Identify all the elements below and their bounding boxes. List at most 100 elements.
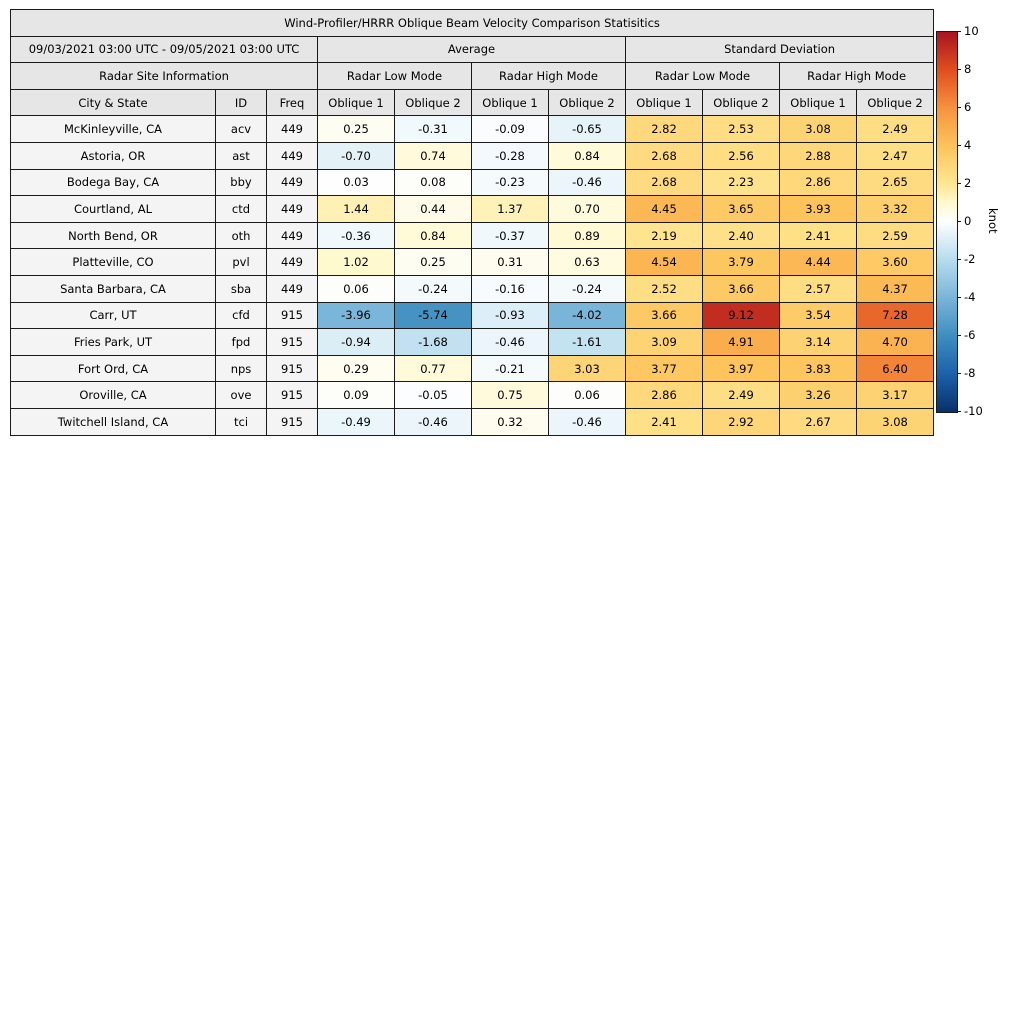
site-id-cell: ast	[215, 141, 267, 170]
value-cell: 3.26	[779, 381, 857, 409]
value-cell: 2.52	[625, 274, 703, 303]
value-cell: 3.54	[779, 301, 857, 330]
value-cell: -1.61	[548, 328, 626, 356]
colorbar-tickmark	[957, 30, 961, 32]
colorbar-tick-label: -6	[964, 328, 976, 342]
freq-cell: 915	[266, 301, 318, 330]
table-row: Bodega Bay, CA bby 449 0.03 0.08 -0.23 -0.46 2.…	[10, 168, 935, 197]
value-cell: 2.23	[702, 168, 780, 197]
colorbar-tick-label: 0	[964, 214, 972, 228]
value-cell: 0.09	[317, 381, 395, 409]
colorbar-tickmark	[957, 410, 961, 412]
table-row: McKinleyville, CA acv 449 0.25 -0.31 -0.09 -0.…	[10, 115, 935, 143]
value-cell: 2.82	[625, 115, 703, 143]
site-id-cell: bby	[215, 168, 267, 197]
colorbar-gradient	[936, 31, 958, 413]
std-high-mode-header: Radar High Mode	[778, 62, 935, 90]
value-cell: -0.70	[317, 141, 395, 170]
site-id-cell: fpd	[215, 328, 267, 356]
value-cell: -4.02	[548, 301, 626, 330]
value-cell: 6.40	[855, 354, 935, 383]
value-cell: 4.91	[702, 328, 780, 356]
table-row: Fries Park, UT fpd 915 -0.94 -1.68 -0.46 -1.61…	[10, 328, 935, 356]
value-cell: -0.46	[394, 407, 472, 436]
value-cell: 3.79	[702, 248, 780, 276]
value-cell: 0.25	[394, 248, 472, 276]
value-cell: 2.59	[855, 221, 935, 250]
colorbar-tickmark	[957, 258, 961, 260]
value-cell: 1.37	[471, 195, 549, 223]
city-state-cell: Platteville, CO	[10, 248, 216, 276]
value-cell: -0.28	[471, 141, 549, 170]
value-cell: 7.28	[855, 301, 935, 330]
oblique2-header: Oblique 2	[548, 88, 626, 117]
freq-cell: 449	[266, 274, 318, 303]
value-cell: 3.08	[779, 115, 857, 143]
city-state-cell: Fries Park, UT	[10, 328, 216, 356]
value-cell: 3.14	[779, 328, 857, 356]
value-cell: 0.77	[394, 354, 472, 383]
site-id-cell: nps	[215, 354, 267, 383]
value-cell: 2.88	[779, 141, 857, 170]
site-id-cell: ove	[215, 381, 267, 409]
colorbar-tickmark	[957, 334, 961, 336]
value-cell: 3.93	[779, 195, 857, 223]
site-id-cell: oth	[215, 221, 267, 250]
oblique2-header: Oblique 2	[394, 88, 472, 117]
average-group-header: Average	[317, 35, 626, 64]
city-state-cell: North Bend, OR	[10, 221, 216, 250]
value-cell: 2.68	[625, 141, 703, 170]
colorbar-tick-label: 10	[964, 24, 979, 38]
std-deviation-group-header: Standard Deviation	[624, 35, 935, 64]
value-cell: 0.29	[317, 354, 395, 383]
colorbar-tick-label: 6	[964, 100, 972, 114]
column-header-row: City & State ID Freq Oblique 1 Oblique 2…	[10, 88, 935, 117]
value-cell: 2.41	[779, 221, 857, 250]
value-cell: 3.66	[625, 301, 703, 330]
value-cell: 3.77	[625, 354, 703, 383]
city-state-cell: Carr, UT	[10, 301, 216, 330]
group-header-row: 09/03/2021 03:00 UTC - 09/05/2021 03:00 …	[10, 35, 935, 64]
value-cell: -0.46	[471, 328, 549, 356]
value-cell: 3.03	[548, 354, 626, 383]
avg-high-mode-header: Radar High Mode	[471, 62, 626, 90]
value-cell: 0.89	[548, 221, 626, 250]
colorbar-unit-label: knot	[986, 208, 1000, 234]
site-id-cell: pvl	[215, 248, 267, 276]
value-cell: 2.57	[779, 274, 857, 303]
date-range: 09/03/2021 03:00 UTC - 09/05/2021 03:00 …	[10, 35, 318, 64]
value-cell: 2.65	[855, 168, 935, 197]
table-row: North Bend, OR oth 449 -0.36 0.84 -0.37 0.89 2.…	[10, 221, 935, 250]
colorbar-tickmark	[957, 144, 961, 146]
value-cell: 0.84	[394, 221, 472, 250]
value-cell: 1.02	[317, 248, 395, 276]
city-state-cell: Twitchell Island, CA	[10, 407, 216, 436]
city-state-cell: Oroville, CA	[10, 381, 216, 409]
id-header: ID	[215, 88, 267, 117]
value-cell: 0.06	[317, 274, 395, 303]
oblique1-header: Oblique 1	[779, 88, 857, 117]
value-cell: -0.49	[317, 407, 395, 436]
value-cell: 3.17	[855, 381, 935, 409]
colorbar-tickmark	[957, 296, 961, 298]
table-row: Fort Ord, CA nps 915 0.29 0.77 -0.21 3.03 3.77 3…	[10, 354, 935, 383]
value-cell: -3.96	[317, 301, 395, 330]
site-id-cell: tci	[215, 407, 267, 436]
value-cell: 3.65	[702, 195, 780, 223]
table-row: Astoria, OR ast 449 -0.70 0.74 -0.28 0.84 2.68 2…	[10, 141, 935, 170]
value-cell: 2.67	[779, 407, 857, 436]
value-cell: 1.44	[317, 195, 395, 223]
value-cell: 0.08	[394, 168, 472, 197]
value-cell: 2.68	[625, 168, 703, 197]
oblique1-header: Oblique 1	[317, 88, 395, 117]
value-cell: 3.08	[855, 407, 935, 436]
colorbar-tickmark	[957, 106, 961, 108]
value-cell: 2.49	[702, 381, 780, 409]
value-cell: 0.31	[471, 248, 549, 276]
value-cell: -0.94	[317, 328, 395, 356]
value-cell: -0.37	[471, 221, 549, 250]
value-cell: -0.65	[548, 115, 626, 143]
table-row: Courtland, AL ctd 449 1.44 0.44 1.37 0.70 4.45 3…	[10, 195, 935, 223]
site-id-cell: sba	[215, 274, 267, 303]
